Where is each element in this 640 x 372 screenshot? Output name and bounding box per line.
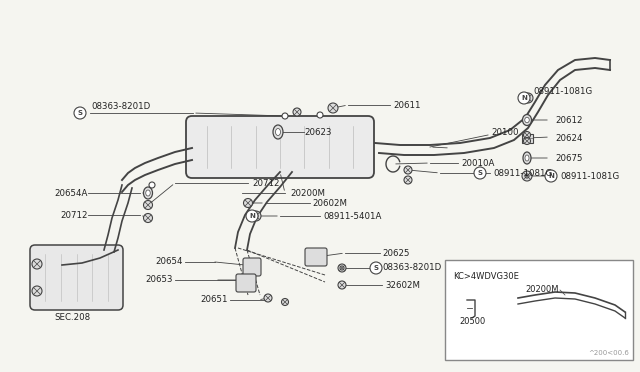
Text: S: S [374, 265, 378, 271]
Ellipse shape [523, 152, 531, 164]
Text: 20200M: 20200M [290, 189, 325, 198]
Text: 32602M: 32602M [385, 280, 420, 289]
Text: N: N [548, 173, 554, 179]
Circle shape [518, 92, 530, 104]
Text: 08363-8201D: 08363-8201D [91, 102, 150, 110]
FancyBboxPatch shape [236, 274, 256, 292]
Text: 08363-8201D: 08363-8201D [382, 263, 441, 273]
Text: 20010A: 20010A [461, 158, 494, 167]
Circle shape [523, 93, 533, 103]
Ellipse shape [525, 117, 529, 123]
Text: 08911-5401A: 08911-5401A [323, 212, 381, 221]
Ellipse shape [522, 115, 531, 125]
Text: 20500: 20500 [459, 317, 485, 327]
Circle shape [545, 170, 557, 182]
Ellipse shape [273, 125, 283, 139]
Text: 20675: 20675 [555, 154, 582, 163]
Circle shape [466, 309, 472, 315]
Circle shape [264, 294, 272, 302]
Bar [522, 134, 532, 142]
Circle shape [74, 107, 86, 119]
Text: N: N [521, 95, 527, 101]
Text: 08911-1081G: 08911-1081G [493, 169, 552, 177]
Circle shape [328, 103, 338, 113]
Text: N: N [249, 213, 255, 219]
Text: 20623: 20623 [304, 128, 332, 137]
Circle shape [32, 286, 42, 296]
Circle shape [143, 201, 152, 209]
Ellipse shape [143, 187, 152, 199]
Circle shape [514, 297, 522, 305]
Circle shape [246, 210, 258, 222]
Circle shape [338, 264, 346, 272]
Circle shape [522, 171, 532, 181]
Text: 20654A: 20654A [54, 189, 88, 198]
Text: S: S [477, 170, 483, 176]
Circle shape [524, 131, 531, 138]
FancyBboxPatch shape [243, 258, 261, 276]
Circle shape [293, 108, 301, 116]
Text: 08911-1081G: 08911-1081G [560, 171, 620, 180]
FancyBboxPatch shape [186, 116, 374, 178]
Text: S: S [77, 110, 83, 116]
Text: 20200M: 20200M [525, 285, 559, 295]
Circle shape [340, 266, 344, 270]
Circle shape [525, 174, 529, 178]
Ellipse shape [275, 128, 280, 135]
Circle shape [474, 167, 486, 179]
Circle shape [404, 176, 412, 184]
Circle shape [251, 211, 261, 221]
Circle shape [254, 214, 258, 218]
Circle shape [243, 199, 253, 208]
Text: 20712: 20712 [252, 179, 280, 187]
Text: 20653: 20653 [145, 276, 173, 285]
Circle shape [404, 166, 412, 174]
Text: KC>4WDVG30E: KC>4WDVG30E [453, 272, 519, 281]
Text: 08911-1081G: 08911-1081G [533, 87, 592, 96]
Text: 20602M: 20602M [312, 199, 347, 208]
Ellipse shape [525, 155, 529, 161]
Text: 20651: 20651 [200, 295, 228, 305]
FancyBboxPatch shape [305, 248, 327, 266]
Circle shape [524, 138, 531, 144]
Text: 20611: 20611 [393, 100, 420, 109]
Circle shape [317, 112, 323, 118]
Text: SEC.208: SEC.208 [54, 314, 90, 323]
Text: 20625: 20625 [382, 248, 410, 257]
Ellipse shape [146, 190, 150, 196]
Circle shape [143, 214, 152, 222]
Text: 20100: 20100 [491, 128, 518, 137]
Text: ^200<00.6: ^200<00.6 [588, 350, 629, 356]
Circle shape [282, 298, 289, 305]
Circle shape [282, 113, 288, 119]
Circle shape [370, 262, 382, 274]
Text: 20624: 20624 [555, 134, 582, 142]
Bar [445, 260, 633, 360]
FancyBboxPatch shape [30, 245, 123, 310]
Text: 20612: 20612 [555, 115, 582, 125]
Circle shape [149, 182, 155, 188]
Text: 20654: 20654 [156, 257, 183, 266]
Circle shape [338, 281, 346, 289]
Circle shape [32, 259, 42, 269]
Text: 20712: 20712 [61, 211, 88, 219]
